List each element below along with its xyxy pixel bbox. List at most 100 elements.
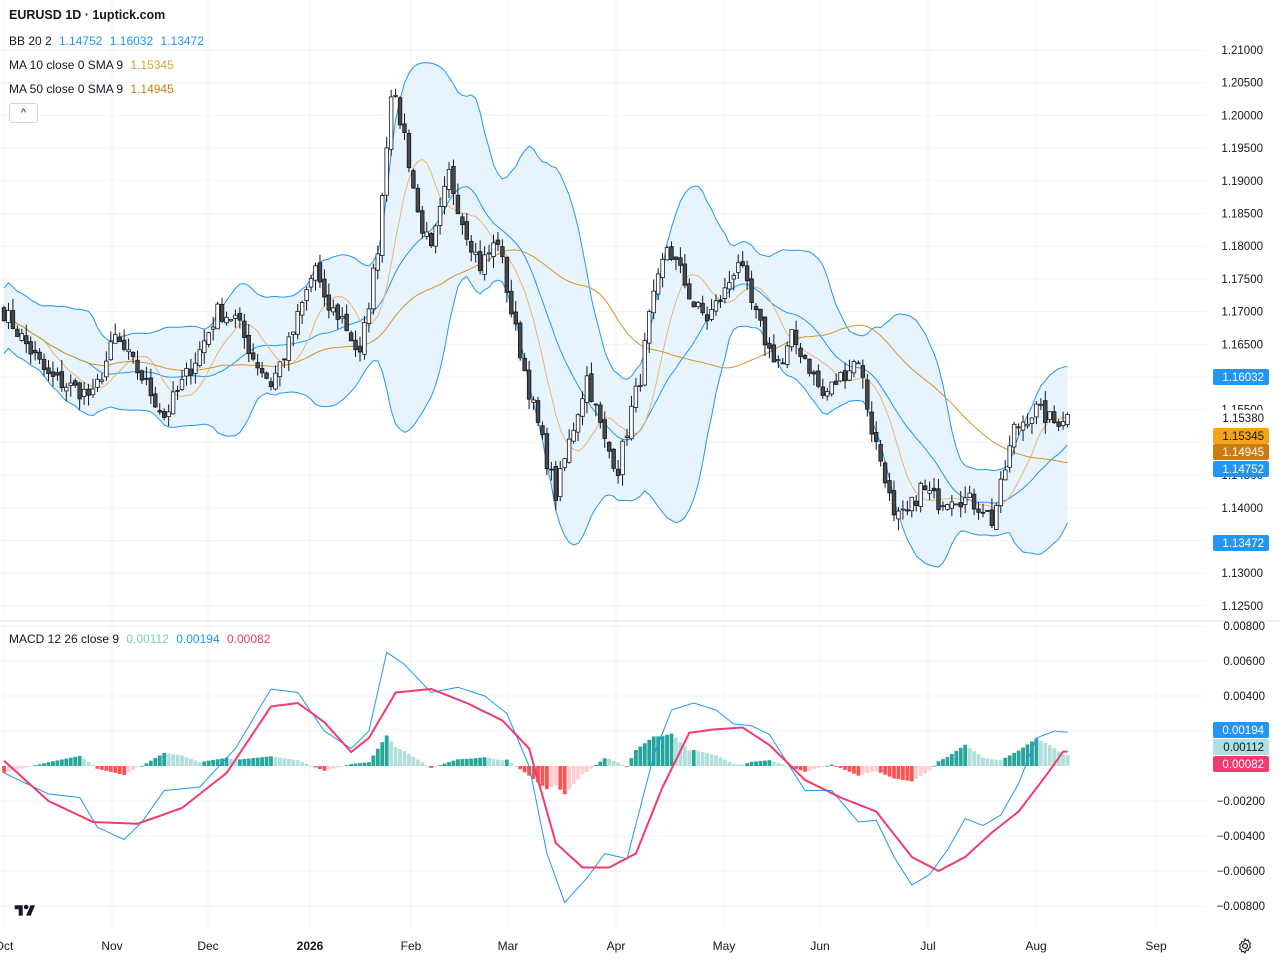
- macd-histogram-bar: [927, 766, 932, 771]
- macd-histogram-bar: [651, 736, 656, 766]
- candle-body: [740, 261, 745, 267]
- tradingview-logo-icon[interactable]: [11, 903, 39, 919]
- macd-histogram-bar: [246, 758, 251, 766]
- time-axis-tick-label: Feb: [401, 939, 422, 953]
- candle-body: [860, 365, 866, 378]
- candle-body: [282, 358, 287, 361]
- candle-body: [611, 448, 616, 469]
- candle-body: [918, 482, 923, 507]
- macd-histogram-bar: [367, 762, 371, 766]
- macd-histogram-bar: [865, 766, 870, 774]
- candle-body: [86, 388, 91, 396]
- macd-histogram-bar: [273, 757, 278, 766]
- macd-legend-label: MACD 12 26 close 9: [9, 632, 120, 646]
- macd-histogram-bar: [553, 766, 558, 786]
- candle-body: [922, 485, 928, 490]
- candle-body: [55, 372, 60, 376]
- settings-gear-icon[interactable]: [1236, 937, 1254, 955]
- candle-body: [793, 329, 799, 346]
- collapse-legend-button[interactable]: ^: [9, 103, 38, 123]
- candle-body: [767, 343, 772, 349]
- macd-histogram-bar: [82, 758, 86, 766]
- candle-body: [985, 510, 990, 512]
- macd-badge-macd: 0.00194: [1213, 722, 1269, 738]
- macd-histogram-bar: [749, 761, 754, 766]
- price-axis-tick-label: 1.13000: [1221, 568, 1263, 580]
- candle-body: [744, 265, 750, 282]
- candle-body: [242, 320, 247, 338]
- candle-body: [406, 133, 412, 169]
- candle-body: [1, 307, 7, 322]
- macd-histogram-bar: [936, 761, 941, 766]
- macd-histogram-bar: [162, 752, 167, 766]
- candle-body: [64, 386, 69, 392]
- candle-body: [945, 504, 950, 510]
- price-axis-tick-label: 1.17500: [1221, 274, 1263, 286]
- macd-histogram-bar: [286, 758, 291, 766]
- candle-body: [246, 334, 251, 355]
- candle-body: [914, 500, 919, 506]
- candle-body: [833, 380, 839, 385]
- macd-histogram-bar: [1012, 753, 1017, 766]
- macd-histogram-bar: [522, 766, 527, 773]
- candle-body: [713, 300, 719, 312]
- candle-body: [68, 382, 73, 386]
- macd-histogram-bar: [482, 757, 487, 766]
- candle-body: [1034, 403, 1039, 418]
- macd-histogram-bar: [491, 758, 496, 766]
- candle-body: [909, 496, 914, 512]
- candle-body: [504, 256, 510, 293]
- candle-body: [989, 509, 995, 526]
- candle-body: [6, 310, 11, 323]
- time-axis-tick-label: Oct: [0, 939, 14, 953]
- macd-histogram-bar: [1025, 744, 1030, 766]
- candle-body: [460, 216, 465, 226]
- candle-body: [335, 304, 340, 320]
- candle-body: [411, 170, 416, 189]
- candle-body: [1011, 423, 1017, 448]
- macd-histogram-bar: [691, 749, 696, 766]
- candle-body: [691, 301, 696, 308]
- macd-histogram-bar: [433, 766, 438, 767]
- ma50-legend: MA 50 close 0 SMA 9 1.14945: [9, 82, 178, 96]
- macd-histogram-bar: [68, 757, 73, 766]
- candle-body: [1056, 421, 1061, 427]
- price-axis-tick-label: 1.20000: [1221, 110, 1263, 122]
- candle-body: [865, 379, 870, 410]
- candle-body: [602, 419, 607, 439]
- candle-body: [357, 346, 363, 353]
- candle-body: [540, 425, 545, 436]
- macd-histogram-bar: [994, 759, 999, 766]
- macd-histogram-bar: [157, 755, 162, 766]
- candle-body: [104, 360, 109, 378]
- macd-histogram-bar: [393, 747, 398, 766]
- macd-histogram-bar: [442, 763, 447, 766]
- macd-histogram-bar: [1030, 741, 1034, 766]
- price-axis-tick-label: 1.20500: [1221, 78, 1263, 90]
- price-badge-last: 1.15380: [1213, 410, 1269, 426]
- macd-histogram-bar: [375, 748, 380, 766]
- candle-body: [535, 400, 541, 423]
- price-axis-tick-label: 1.18000: [1221, 241, 1263, 253]
- time-axis-tick-label: May: [713, 939, 736, 953]
- time-axis-tick-label: Jul: [920, 939, 935, 953]
- macd-histogram-bar: [580, 766, 585, 775]
- candle-body: [313, 265, 318, 281]
- candle-body: [442, 186, 447, 207]
- macd-histogram-bar: [108, 766, 113, 772]
- macd-histogram-bar: [803, 766, 807, 772]
- candle-body: [322, 278, 327, 298]
- macd-histogram-bar: [856, 766, 861, 776]
- macd-histogram-bar: [825, 765, 830, 767]
- macd-histogram-bar: [513, 766, 518, 767]
- macd-histogram-bar: [745, 763, 750, 766]
- candle-body: [268, 381, 274, 388]
- candle-body: [424, 231, 429, 237]
- candle-body: [331, 307, 336, 313]
- macd-histogram-bar: [972, 751, 976, 766]
- macd-histogram-bar: [1007, 755, 1012, 766]
- macd-axis-tick-label: 0.00400: [1223, 691, 1265, 703]
- candle-body: [1020, 421, 1026, 431]
- candle-body: [526, 369, 532, 400]
